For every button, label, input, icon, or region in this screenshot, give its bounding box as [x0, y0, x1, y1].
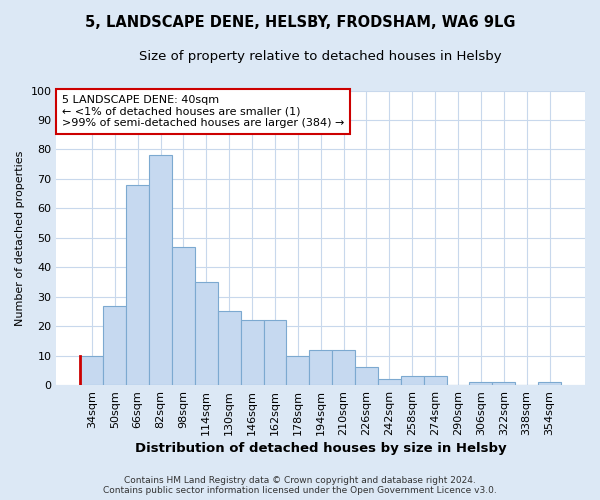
- Bar: [332, 350, 355, 385]
- Text: 5, LANDSCAPE DENE, HELSBY, FRODSHAM, WA6 9LG: 5, LANDSCAPE DENE, HELSBY, FRODSHAM, WA6…: [85, 15, 515, 30]
- Bar: [103, 306, 126, 385]
- Bar: [424, 376, 446, 385]
- X-axis label: Distribution of detached houses by size in Helsby: Distribution of detached houses by size …: [135, 442, 506, 455]
- Text: 5 LANDSCAPE DENE: 40sqm
← <1% of detached houses are smaller (1)
>99% of semi-de: 5 LANDSCAPE DENE: 40sqm ← <1% of detache…: [62, 95, 344, 128]
- Bar: [126, 185, 149, 385]
- Bar: [241, 320, 263, 385]
- Title: Size of property relative to detached houses in Helsby: Size of property relative to detached ho…: [139, 50, 502, 63]
- Y-axis label: Number of detached properties: Number of detached properties: [15, 150, 25, 326]
- Bar: [263, 320, 286, 385]
- Bar: [469, 382, 493, 385]
- Bar: [218, 312, 241, 385]
- Bar: [172, 246, 195, 385]
- Bar: [309, 350, 332, 385]
- Bar: [493, 382, 515, 385]
- Text: Contains HM Land Registry data © Crown copyright and database right 2024.
Contai: Contains HM Land Registry data © Crown c…: [103, 476, 497, 495]
- Bar: [355, 368, 378, 385]
- Bar: [149, 156, 172, 385]
- Bar: [538, 382, 561, 385]
- Bar: [378, 379, 401, 385]
- Bar: [286, 356, 309, 385]
- Bar: [401, 376, 424, 385]
- Bar: [80, 356, 103, 385]
- Bar: [195, 282, 218, 385]
